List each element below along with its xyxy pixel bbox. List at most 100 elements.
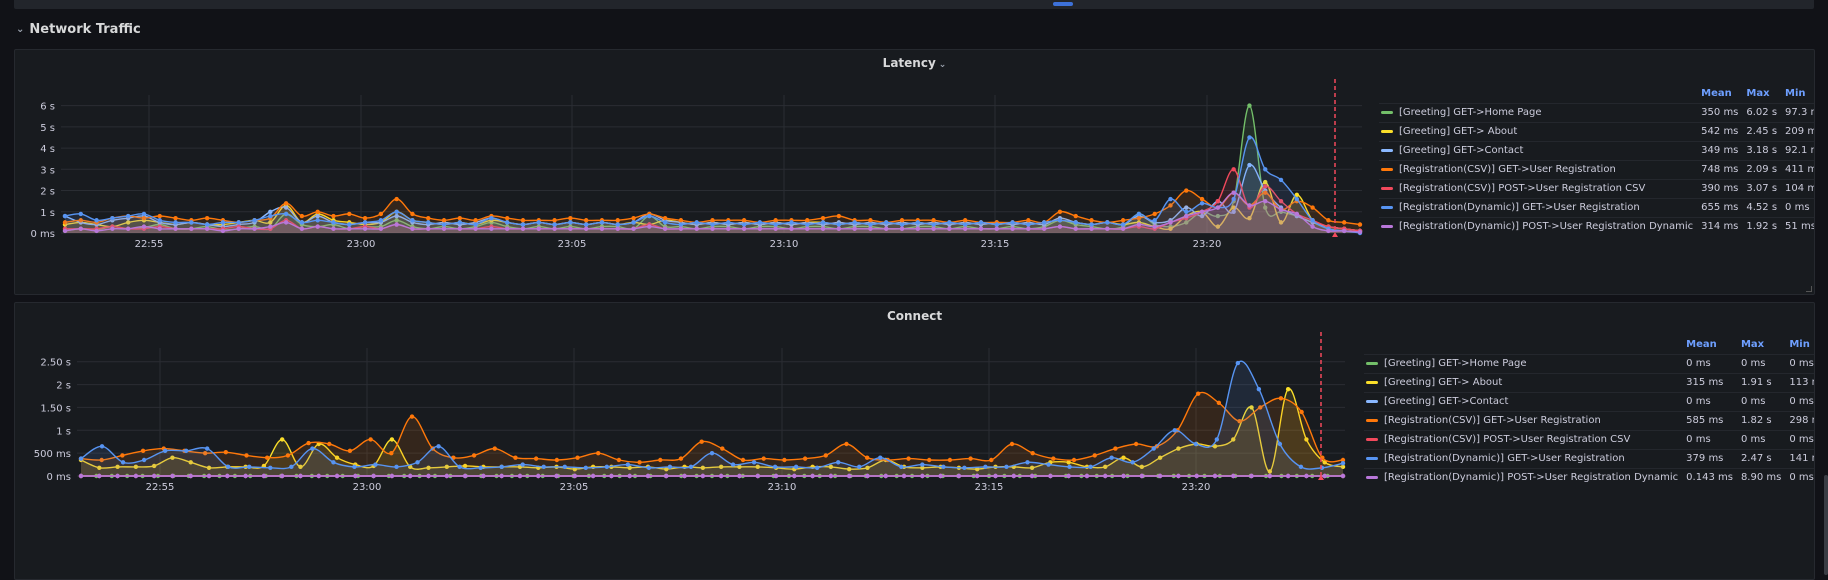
data-point [1357,229,1363,235]
data-point [1089,226,1094,231]
legend-item[interactable]: [Registration(Dynamic)] POST->User Regis… [1379,216,1814,236]
series-area [65,181,1360,233]
data-point [757,226,763,231]
data-point [226,464,231,470]
legend-header-max[interactable]: Max [1740,339,1765,351]
resize-handle[interactable] [1806,286,1812,292]
data-point [173,220,178,225]
data-point [362,220,368,225]
data-point [1263,167,1268,172]
data-point [627,473,632,479]
data-point [1267,469,1273,474]
data-point [1340,461,1346,466]
data-point [441,226,447,231]
data-point [331,460,336,465]
data-point [151,463,157,469]
data-point [1263,184,1268,189]
data-point [962,218,968,223]
legend-item[interactable]: [Greeting] GET->Home Page 0 ms 0 ms 0 ms [1364,353,1814,373]
row-header[interactable]: ⌄ Network Traffic [16,19,141,39]
connect-chart[interactable]: 0 ms 500 ms 1 s 1.50 s 2 s 2.50 s 22:55 23:00 23… [15,303,1365,580]
series-color-swatch [1366,456,1378,460]
legend-header-max[interactable]: Max [1746,88,1770,100]
y-tick-label: 5 s [40,123,55,134]
data-point [868,222,873,227]
data-point [202,450,208,456]
data-point [1215,224,1221,229]
data-point [462,463,468,469]
data-point [394,222,399,227]
legend-header-mean[interactable]: Mean [1701,88,1732,100]
data-point [983,464,988,470]
legend-item[interactable]: [Registration(Dynamic)] POST->User Regis… [1364,467,1814,487]
legend-item[interactable]: [Registration(CSV)] POST->User Registrat… [1379,178,1814,198]
data-point [647,213,652,219]
legend-max: 8.90 ms [1736,467,1786,487]
data-point [906,456,911,461]
data-point [520,218,526,223]
legend-item[interactable]: [Registration(CSV)] GET->User Registrati… [1379,159,1814,179]
data-point [1121,455,1126,460]
data-point [814,465,820,470]
legend-header-mean[interactable]: Mean [1686,339,1717,351]
x-tick-label: 23:00 [347,239,376,250]
data-point [802,456,808,461]
data-point [331,213,336,219]
legend-item[interactable]: [Registration(Dynamic)] GET->User Regist… [1379,197,1814,217]
legend-header-min[interactable]: Min [1789,339,1810,351]
data-point [994,226,999,231]
panel-title[interactable]: Latency ⌄ [882,56,947,70]
data-point [662,226,668,231]
data-point [1120,222,1126,227]
data-point [362,226,368,231]
data-point [805,222,810,227]
data-point [426,220,431,225]
latency-chart[interactable]: 0 ms 1 s 2 s 3 s 4 s 5 s 6 s 22:55 23:00 23:05 23:… [15,50,1385,295]
data-point [151,473,157,479]
data-point [157,218,162,223]
legend-max: 2.47 s [1736,448,1786,468]
data-point [1199,209,1205,214]
data-point [599,226,605,231]
data-point [347,211,352,217]
data-point [1136,215,1142,221]
data-point [373,462,378,467]
series-color-swatch [1366,475,1378,479]
data-point [1340,473,1346,479]
legend-header-min[interactable]: Min [1785,88,1806,100]
data-point [173,215,178,221]
drag-handle[interactable] [1053,2,1073,6]
data-point [481,473,486,479]
data-point [285,453,291,458]
data-point [410,226,415,231]
page-scrollbar[interactable] [1824,475,1828,575]
latency-panel[interactable]: Latency ⌄ 0 ms 1 s 2 s 3 s 4 s 5 s 6 s 22:55 23:0… [14,49,1815,295]
data-point [782,457,787,463]
legend-item[interactable]: [Registration(CSV)] POST->User Registrat… [1364,429,1814,449]
data-point [1084,473,1090,479]
data-point [836,460,841,465]
legend-item[interactable]: [Greeting] GET->Home Page 350 ms 6.02 s 97.… [1379,102,1814,122]
data-point [1247,103,1252,108]
data-point [583,222,589,227]
legend-item[interactable]: [Greeting] GET->Contact 0 ms 0 ms 0 ms [1364,391,1814,411]
legend-item[interactable]: [Registration(Dynamic)] GET->User Regist… [1364,448,1814,468]
data-point [741,218,747,223]
legend-min: 298 ms [1785,410,1814,430]
data-point [846,473,852,479]
data-point [189,226,194,231]
data-point [426,226,431,231]
legend-min: 411 ms [1781,159,1814,179]
legend-item[interactable]: [Greeting] GET->Contact 349 ms 3.18 s 92.1 … [1379,140,1814,160]
data-point [755,473,760,479]
now-marker-triangle [1332,232,1338,237]
connect-panel[interactable]: Connect 0 ms 500 ms 1 s 1.50 s 2 s 2.50 s 22:5… [14,302,1815,580]
legend-min: 97.3 ms [1781,102,1814,122]
legend-max: 3.18 s [1742,140,1782,160]
legend-item[interactable]: [Registration(CSV)] GET->User Registrati… [1364,410,1814,430]
data-point [920,473,925,479]
panel-title[interactable]: Connect [886,309,943,323]
data-point [694,220,699,225]
